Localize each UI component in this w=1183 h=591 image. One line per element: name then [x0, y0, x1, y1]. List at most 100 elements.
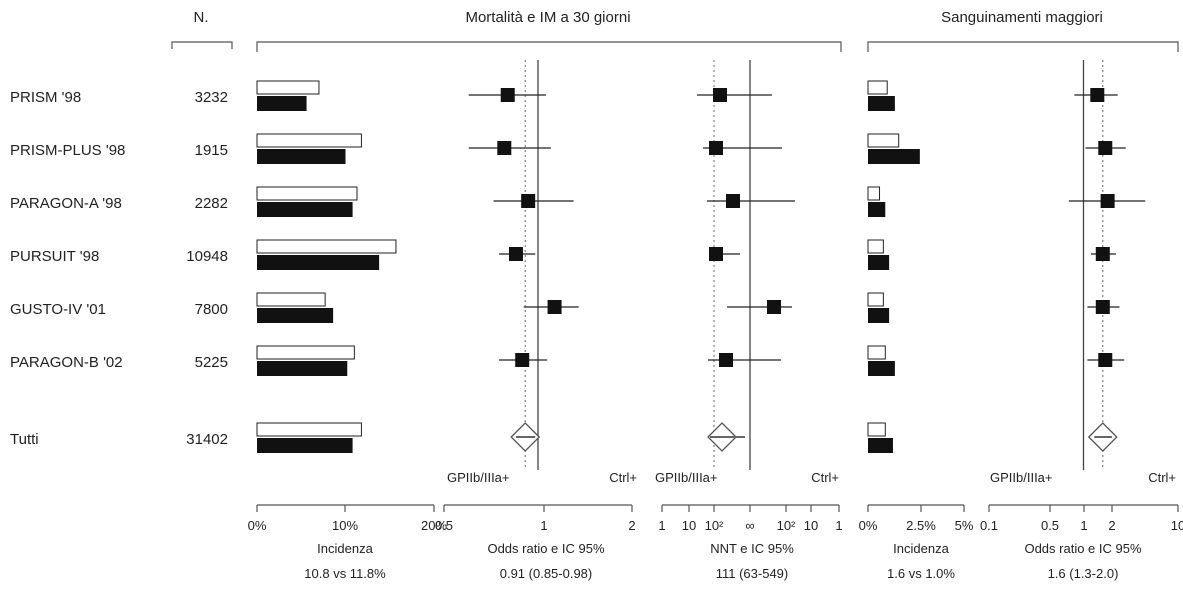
- axes: 0% 10% 20%0.5 1 2 1 10 10² ∞ 10² 10 1 0% 2.5% 5% 0.1 0.5…: [248, 504, 1183, 533]
- nnt-axis-tick-label: 10: [804, 518, 818, 533]
- mortality-or-caption: Odds ratio e IC 95%: [487, 541, 604, 556]
- mortality-or-point: [547, 300, 562, 314]
- mortality-or-summary: 0.91 (0.85-0.98): [500, 566, 593, 581]
- mortality-incidence-treatment-bar: [257, 202, 353, 217]
- bleeding-or-axis-tick-label: 1: [1080, 518, 1087, 533]
- nnt-axis-tick-label: 10: [682, 518, 696, 533]
- mortality-incidence-summary: 10.8 vs 11.8%: [304, 566, 386, 581]
- n-header-bracket: [171, 41, 233, 49]
- nnt-left-label: GPIIb/IIIa+: [655, 470, 718, 485]
- nnt-axis-tick-label: 10²: [777, 518, 796, 533]
- bleeding-incidence-caption: Incidenza: [893, 541, 949, 556]
- mortality-incidence-treatment-bar: [257, 308, 334, 323]
- bleeding-incidence-treatment-bar: [868, 96, 895, 111]
- trial-n: 10948: [186, 248, 228, 265]
- bleeding-or-axis-tick-label: 2: [1108, 518, 1115, 533]
- bleeding-incidence-treatment-bar: [868, 308, 890, 323]
- mortality-incidence-treatment-bar: [257, 255, 380, 270]
- mortality-incidence-control-bar: [256, 292, 326, 307]
- bleeding-or-point: [1098, 353, 1113, 367]
- mortality-incidence-control-bar: [256, 80, 320, 95]
- mortality-incidence-control-bar: [256, 239, 397, 254]
- mortality-incidence-control-bar: [256, 133, 362, 148]
- bleeding-incidence-treatment-bar: [868, 202, 886, 217]
- nnt-point: [713, 88, 727, 102]
- bleeding-incidence-summary: 1.6 vs 1.0%: [887, 566, 955, 581]
- mortality-or-axis-tick-label: 1: [540, 518, 547, 533]
- bleeding-or-point: [1098, 141, 1113, 155]
- bleeding-or-summary: 1.6 (1.3-2.0): [1048, 566, 1119, 581]
- data-marks: [256, 80, 1146, 453]
- trial-n: 3232: [195, 89, 228, 106]
- nnt-axis-tick-label: 1: [658, 518, 665, 533]
- mortality-incidence-axis-tick-label: 10%: [332, 518, 358, 533]
- trial-name: PRISM-PLUS '98: [10, 142, 125, 159]
- mortality-or-point: [497, 141, 512, 155]
- mortality-incidence-treatment-bar: [257, 438, 353, 453]
- trial-labels: PRISM '98 3232 PRISM-PLUS '98 1915 PARAG…: [10, 89, 228, 448]
- bleeding-incidence-control-bar: [867, 133, 900, 148]
- mortality-group-title: Mortalità e IM a 30 giorni: [465, 9, 630, 26]
- nnt-summary: 111 (63-549): [716, 566, 789, 581]
- trial-name: PURSUIT '98: [10, 248, 99, 265]
- bleeding-or-point: [1095, 300, 1110, 314]
- trial-name: GUSTO-IV '01: [10, 301, 106, 318]
- nnt-point: [767, 300, 781, 314]
- mortality-incidence-treatment-bar: [257, 96, 307, 111]
- mortality-or-axis-tick-label: 0.5: [435, 518, 453, 533]
- bleeding-or-axis-tick-label: 10: [1171, 518, 1183, 533]
- mortality-or-point: [500, 88, 515, 102]
- trial-n: 31402: [186, 431, 228, 448]
- nnt-axis-tick-label: ∞: [745, 518, 754, 533]
- bleeding-incidence-axis-tick-label: 2.5%: [906, 518, 936, 533]
- nnt-axis-tick-label: 10²: [705, 518, 724, 533]
- mortality-header-bracket: [256, 41, 842, 52]
- bleeding-or-point: [1090, 88, 1105, 102]
- bleeding-or-left-label: GPIIb/IIIa+: [990, 470, 1053, 485]
- nnt-point: [709, 247, 723, 261]
- favors-labels: GPIIb/IIIa+ Ctrl+ GPIIb/IIIa+ Ctrl+ GPII…: [447, 470, 1176, 485]
- mortality-incidence-caption: Incidenza: [317, 541, 373, 556]
- axis-captions: Incidenza 10.8 vs 11.8% Odds ratio e IC …: [304, 541, 1142, 581]
- mortality-incidence-control-bar: [256, 186, 358, 201]
- bleeding-incidence-control-bar: [867, 186, 881, 201]
- bleeding-or-axis-tick-label: 0.5: [1041, 518, 1059, 533]
- bleeding-header-bracket: [867, 41, 1179, 52]
- nnt-axis-tick-label: 1: [835, 518, 842, 533]
- trial-name: PARAGON-A '98: [10, 195, 122, 212]
- mortality-or-point: [521, 194, 536, 208]
- trial-name: Tutti: [10, 431, 39, 448]
- bleeding-incidence-treatment-bar: [868, 149, 920, 164]
- bleeding-incidence-control-bar: [867, 422, 886, 437]
- mortality-incidence-axis-tick-label: 0%: [248, 518, 267, 533]
- trial-n: 2282: [195, 195, 228, 212]
- bleeding-or-point: [1095, 247, 1110, 261]
- bleeding-incidence-axis-tick-label: 0%: [859, 518, 878, 533]
- mortality-or-left-label: GPIIb/IIIa+: [447, 470, 510, 485]
- bleeding-or-right-label: Ctrl+: [1148, 470, 1176, 485]
- bleeding-or-axis-tick-label: 0.1: [980, 518, 998, 533]
- nnt-point: [719, 353, 733, 367]
- mortality-incidence-axis-tick-label: 20%: [421, 518, 447, 533]
- mortality-incidence-control-bar: [256, 345, 355, 360]
- bleeding-group-title: Sanguinamenti maggiori: [941, 9, 1103, 26]
- n-column-header: N.: [194, 9, 209, 26]
- bleeding-or-point: [1100, 194, 1115, 208]
- mortality-incidence-control-bar: [256, 422, 362, 437]
- mortality-incidence-treatment-bar: [257, 361, 348, 376]
- bleeding-incidence-treatment-bar: [868, 361, 895, 376]
- mortality-or-point: [515, 353, 530, 367]
- bleeding-incidence-control-bar: [867, 239, 884, 254]
- nnt-point: [726, 194, 740, 208]
- mortality-incidence-treatment-bar: [257, 149, 346, 164]
- bleeding-incidence-control-bar: [867, 80, 888, 95]
- trial-n: 7800: [195, 301, 228, 318]
- mortality-or-axis-tick-label: 2: [628, 518, 635, 533]
- grid-lines: [524, 60, 1104, 470]
- trial-n: 5225: [195, 354, 228, 371]
- mortality-or-right-label: Ctrl+: [609, 470, 637, 485]
- trial-n: 1915: [195, 142, 228, 159]
- bleeding-incidence-control-bar: [867, 345, 886, 360]
- nnt-right-label: Ctrl+: [811, 470, 839, 485]
